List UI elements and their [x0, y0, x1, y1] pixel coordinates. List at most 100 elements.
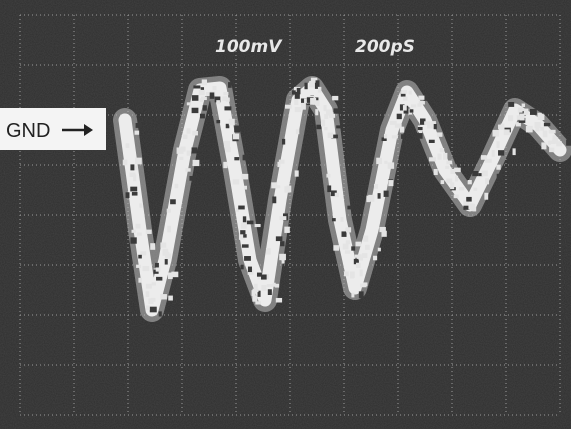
trace-noise	[271, 182, 277, 188]
trace-noise	[244, 186, 247, 190]
trace-noise	[167, 209, 171, 213]
trace-noise	[123, 160, 128, 166]
trace-noise	[276, 298, 282, 303]
trace-noise	[403, 105, 407, 111]
time-per-div: 200pS	[355, 37, 415, 57]
trace-noise	[202, 79, 207, 85]
trace-noise	[233, 179, 240, 184]
trace-noise	[343, 244, 349, 250]
trace-noise	[182, 229, 187, 234]
trace-noise	[139, 203, 142, 207]
trace-noise	[199, 90, 205, 95]
trace-noise	[240, 230, 245, 234]
ground-label: GND	[6, 120, 50, 142]
trace-noise	[496, 141, 499, 148]
trace-noise	[294, 99, 298, 106]
trace-noise	[504, 129, 510, 135]
trace-noise	[255, 224, 261, 227]
trace-noise	[156, 277, 162, 281]
trace-noise	[193, 85, 200, 88]
trace-noise	[280, 216, 287, 220]
trace-noise	[345, 250, 350, 253]
trace-noise	[201, 97, 207, 100]
trace-noise	[318, 87, 321, 93]
trace-noise	[224, 141, 230, 147]
trace-noise	[549, 130, 556, 134]
trace-noise	[549, 148, 554, 153]
trace-noise	[192, 95, 198, 101]
trace-noise	[155, 263, 159, 268]
trace-noise	[434, 169, 438, 175]
trace-noise	[484, 193, 488, 200]
trace-noise	[429, 140, 435, 143]
trace-noise	[443, 153, 447, 160]
trace-noise	[304, 83, 307, 90]
trace-noise	[419, 101, 425, 105]
trace-noise	[168, 296, 173, 301]
trace-noise	[513, 148, 516, 155]
trace-noise	[126, 143, 130, 148]
trace-noise	[130, 164, 134, 170]
trace-noise	[365, 245, 370, 250]
trace-noise	[200, 114, 205, 119]
trace-noise	[135, 131, 140, 135]
trace-noise	[378, 248, 381, 252]
trace-noise	[132, 192, 138, 196]
trace-noise	[129, 173, 135, 177]
trace-noise	[508, 115, 513, 121]
trace-noise	[151, 298, 156, 302]
trace-noise	[131, 230, 135, 233]
trace-noise	[316, 80, 320, 83]
trace-noise	[130, 237, 136, 243]
trace-noise	[160, 242, 166, 247]
trace-noise	[268, 289, 272, 295]
trace-noise	[496, 165, 500, 170]
trace-noise	[159, 311, 162, 316]
trace-noise	[454, 195, 459, 199]
trace-noise	[181, 147, 186, 152]
trace-noise	[356, 263, 361, 268]
trace-noise	[240, 265, 243, 270]
trace-noise	[273, 283, 276, 287]
trace-noise	[130, 187, 137, 192]
trace-noise	[437, 154, 441, 160]
trace-noise	[355, 242, 361, 247]
trace-noise	[397, 114, 402, 119]
trace-noise	[350, 275, 354, 278]
trace-noise	[272, 196, 276, 203]
trace-noise	[379, 227, 385, 232]
trace-noise	[548, 141, 555, 145]
trace-noise	[455, 176, 458, 182]
trace-noise	[498, 150, 504, 155]
trace-noise	[566, 140, 571, 146]
trace-noise	[384, 191, 389, 197]
trace-noise	[538, 114, 544, 120]
trace-noise	[351, 246, 355, 250]
trace-noise	[522, 104, 525, 107]
trace-noise	[336, 125, 341, 128]
trace-noise	[255, 301, 261, 304]
trace-noise	[146, 284, 152, 289]
trace-noise	[556, 141, 562, 146]
trace-noise	[187, 102, 191, 105]
trace-noise	[170, 199, 176, 204]
trace-noise	[328, 133, 334, 138]
trace-noise	[138, 278, 141, 283]
trace-noise	[508, 102, 514, 107]
trace-noise	[226, 124, 230, 128]
trace-noise	[295, 107, 302, 112]
trace-noise	[409, 91, 412, 95]
trace-noise	[165, 259, 168, 264]
trace-noise	[332, 218, 336, 221]
trace-noise	[238, 206, 244, 210]
trace-noise	[160, 294, 167, 299]
trace-noise	[222, 96, 227, 101]
trace-noise	[366, 196, 370, 202]
page: 100mV 200pS GND (() => { const data = JS…	[0, 0, 571, 429]
trace-noise	[126, 192, 130, 198]
trace-noise	[301, 103, 306, 110]
trace-noise	[138, 255, 142, 259]
trace-noise	[378, 193, 381, 199]
trace-noise	[247, 221, 254, 225]
trace-noise	[501, 124, 505, 130]
